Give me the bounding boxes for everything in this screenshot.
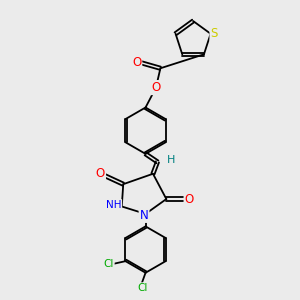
Text: H: H [167,155,175,165]
Text: N: N [140,209,148,222]
Text: S: S [211,27,218,40]
Text: Cl: Cl [137,283,148,293]
Text: O: O [132,56,141,69]
Text: O: O [184,193,194,206]
Text: NH: NH [106,200,121,210]
Text: O: O [96,167,105,180]
Text: O: O [151,81,160,94]
Text: Cl: Cl [103,259,114,269]
